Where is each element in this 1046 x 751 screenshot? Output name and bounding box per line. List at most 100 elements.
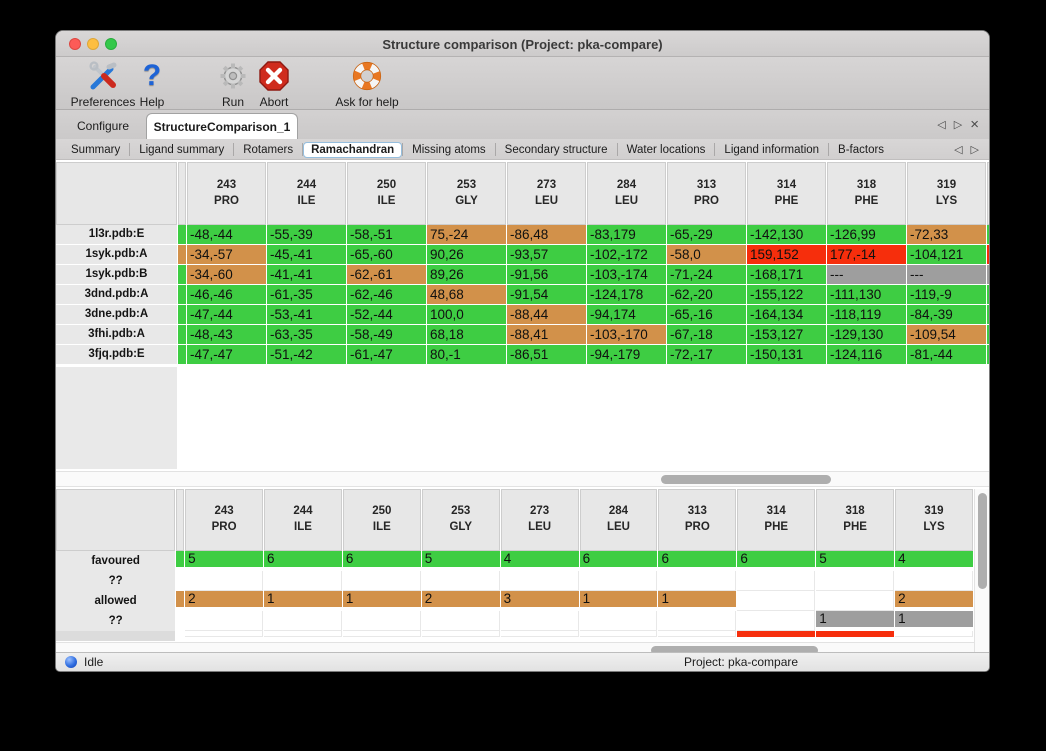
cell-1syk-pdb-b-243[interactable]: -34,-60 — [187, 265, 266, 284]
cell-3dnd-pdb-a-250[interactable]: -62,-46 — [347, 285, 426, 304]
abort-button[interactable]: Abort — [252, 60, 296, 109]
cell-1l3r-pdb-e-318[interactable]: -126,99 — [827, 225, 906, 244]
cell-3fhi-pdb-a-273[interactable]: -88,41 — [507, 325, 586, 344]
cell-3fjq-pdb-e-313[interactable]: -72,-17 — [667, 345, 746, 364]
count-cell-284[interactable] — [579, 571, 658, 591]
cell-3dnd-pdb-a-319[interactable]: -119,-9 — [907, 285, 986, 304]
count-cell-319[interactable] — [895, 631, 973, 637]
count-cell-253[interactable] — [421, 631, 500, 637]
cell-3fjq-pdb-e-250[interactable]: -61,-47 — [347, 345, 426, 364]
cell-1syk-pdb-a-253[interactable]: 90,26 — [427, 245, 506, 264]
count-cell-314[interactable] — [737, 591, 816, 611]
count-cell-314[interactable] — [737, 631, 816, 637]
close-window-icon[interactable] — [69, 38, 81, 50]
column-header-313[interactable]: 313 PRO — [667, 162, 746, 225]
prev-subtab-icon[interactable]: ◁ — [954, 143, 963, 156]
cell-1l3r-pdb-e-253[interactable]: 75,-24 — [427, 225, 506, 244]
cell-3dne-pdb-a-313[interactable]: -65,-16 — [667, 305, 746, 324]
row-header-[interactable]: ?? — [56, 611, 176, 631]
count-cell-250[interactable] — [342, 611, 421, 631]
help-button[interactable]: ? Help — [134, 60, 170, 110]
row-header-1syk-pdb-b[interactable]: 1syk.pdb:B — [56, 265, 177, 284]
partial-cell[interactable] — [987, 325, 989, 344]
count-cell-243[interactable] — [185, 571, 263, 591]
column-header-318[interactable]: 318 PHE — [827, 162, 906, 225]
cell-1syk-pdb-a-319[interactable]: -104,121 — [907, 245, 986, 264]
subtab-ligand-summary[interactable]: Ligand summary — [139, 143, 225, 156]
partial-cell[interactable] — [176, 551, 185, 567]
prev-tab-icon[interactable]: ◁ — [937, 119, 946, 131]
count-cell-319[interactable]: 4 — [895, 551, 974, 567]
ask-for-help-button[interactable]: Ask for help — [331, 60, 403, 109]
partial-cell[interactable] — [987, 265, 989, 284]
preferences-button[interactable]: Preferences — [68, 60, 138, 109]
count-cell-273[interactable]: 4 — [500, 551, 579, 567]
subtab-ramachandran[interactable]: Ramachandran — [303, 141, 403, 158]
count-cell-250[interactable] — [342, 631, 421, 637]
top-table-horizontal-scrollbar[interactable] — [56, 471, 989, 487]
column-header-314[interactable]: 314 PHE — [747, 162, 826, 225]
partial-cell[interactable] — [987, 285, 989, 304]
cell-1syk-pdb-b-253[interactable]: 89,26 — [427, 265, 506, 284]
bottom-table-vertical-scrollbar[interactable] — [974, 489, 989, 654]
subtab-summary[interactable]: Summary — [71, 143, 121, 156]
cell-3dne-pdb-a-244[interactable]: -53,-41 — [267, 305, 346, 324]
cell-3fjq-pdb-e-318[interactable]: -124,116 — [827, 345, 906, 364]
partial-cell[interactable] — [176, 591, 185, 607]
subtab-ligand-information[interactable]: Ligand information — [724, 143, 820, 156]
count-cell-314[interactable] — [737, 571, 816, 591]
column-header-244[interactable]: 244 ILE — [264, 489, 342, 551]
subtab-rotamers[interactable]: Rotamers — [243, 143, 294, 156]
cell-3dnd-pdb-a-284[interactable]: -124,178 — [587, 285, 666, 304]
cell-3fhi-pdb-a-318[interactable]: -129,130 — [827, 325, 906, 344]
cell-1syk-pdb-b-319[interactable]: --- — [907, 265, 986, 284]
count-cell-284[interactable]: 1 — [579, 591, 658, 607]
row-header-favoured[interactable]: favoured — [56, 551, 176, 571]
column-header-253[interactable]: 253 GLY — [427, 162, 506, 225]
partial-cell[interactable] — [178, 245, 186, 264]
close-tab-icon[interactable]: × — [970, 116, 979, 133]
next-subtab-icon[interactable]: ▷ — [970, 143, 979, 156]
minimize-window-icon[interactable] — [87, 38, 99, 50]
cell-1syk-pdb-b-244[interactable]: -41,-41 — [267, 265, 346, 284]
row-header-1l3r-pdb-e[interactable]: 1l3r.pdb:E — [56, 225, 177, 244]
cell-3dnd-pdb-a-273[interactable]: -91,54 — [507, 285, 586, 304]
partial-cell[interactable] — [178, 225, 186, 244]
count-cell-273[interactable] — [500, 571, 579, 591]
cell-3fhi-pdb-a-313[interactable]: -67,-18 — [667, 325, 746, 344]
cell-3fhi-pdb-a-319[interactable]: -109,54 — [907, 325, 986, 344]
cell-1syk-pdb-a-313[interactable]: -58,0 — [667, 245, 746, 264]
column-header-250[interactable]: 250 ILE — [342, 489, 421, 551]
row-header-3fjq-pdb-e[interactable]: 3fjq.pdb:E — [56, 345, 177, 364]
count-cell-253[interactable] — [421, 571, 500, 591]
column-header-314[interactable]: 314 PHE — [737, 489, 816, 551]
count-cell-318[interactable] — [816, 631, 895, 637]
count-cell-250[interactable] — [342, 571, 421, 591]
cell-3fjq-pdb-e-314[interactable]: -150,131 — [747, 345, 826, 364]
cell-3fhi-pdb-a-250[interactable]: -58,-49 — [347, 325, 426, 344]
cell-1syk-pdb-b-313[interactable]: -71,-24 — [667, 265, 746, 284]
cell-3dnd-pdb-a-244[interactable]: -61,-35 — [267, 285, 346, 304]
row-header-3dnd-pdb-a[interactable]: 3dnd.pdb:A — [56, 285, 177, 304]
cell-3fhi-pdb-a-314[interactable]: -153,127 — [747, 325, 826, 344]
count-cell-243[interactable]: 5 — [185, 551, 264, 567]
cell-3dnd-pdb-a-314[interactable]: -155,122 — [747, 285, 826, 304]
partial-cell[interactable] — [178, 265, 186, 284]
zoom-window-icon[interactable] — [105, 38, 117, 50]
cell-3fjq-pdb-e-273[interactable]: -86,51 — [507, 345, 586, 364]
cell-1l3r-pdb-e-313[interactable]: -65,-29 — [667, 225, 746, 244]
partial-cell[interactable] — [176, 631, 184, 637]
cell-3fjq-pdb-e-319[interactable]: -81,-44 — [907, 345, 986, 364]
cell-1syk-pdb-b-314[interactable]: -168,171 — [747, 265, 826, 284]
count-cell-253[interactable]: 2 — [421, 591, 500, 607]
count-cell-273[interactable] — [500, 631, 579, 637]
partial-cell[interactable] — [987, 245, 989, 264]
row-header-allowed[interactable]: allowed — [56, 591, 176, 611]
cell-1syk-pdb-b-250[interactable]: -62,-61 — [347, 265, 426, 284]
row-header-1syk-pdb-a[interactable]: 1syk.pdb:A — [56, 245, 177, 264]
partial-cell[interactable] — [987, 305, 989, 324]
count-cell-250[interactable]: 1 — [342, 591, 421, 607]
cell-1syk-pdb-a-243[interactable]: -34,-57 — [187, 245, 266, 264]
cell-1l3r-pdb-e-319[interactable]: -72,33 — [907, 225, 986, 244]
cell-3dnd-pdb-a-313[interactable]: -62,-20 — [667, 285, 746, 304]
